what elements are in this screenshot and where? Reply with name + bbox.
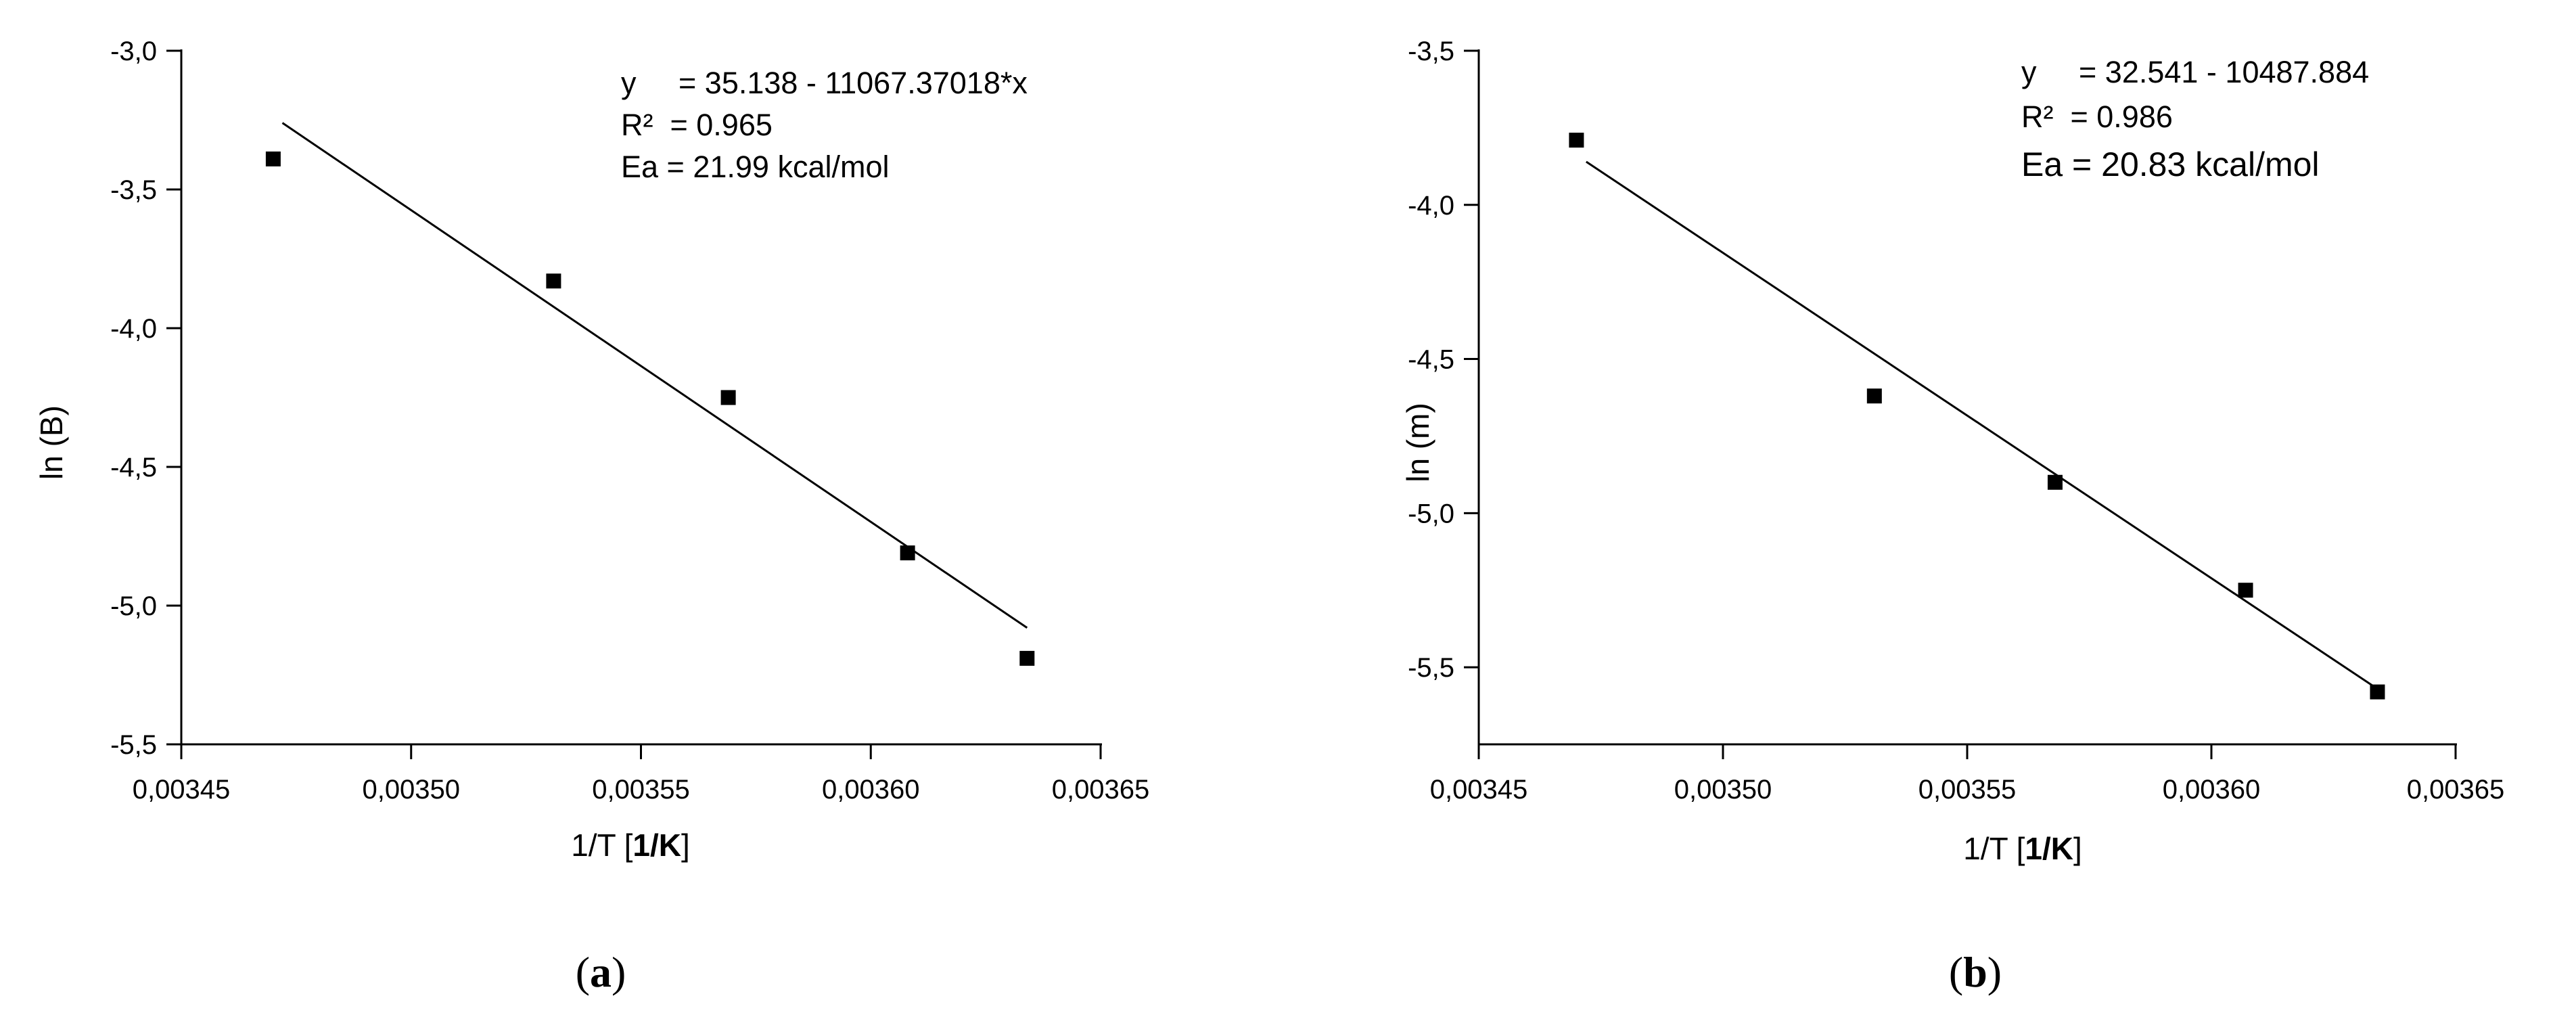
x-tick-label-a: 0,00360 xyxy=(822,775,920,805)
y-tick-label-b: -4,0 xyxy=(1408,191,1454,221)
y-axis-ticks-a: -3,0 -3,5 -4,0 -4,5 -5,0 -5,5 xyxy=(110,37,181,760)
panel-label-b: (b) xyxy=(1949,948,2002,996)
y-tick-label-a: -5,5 xyxy=(110,730,157,760)
y-tick-label-b: -3,5 xyxy=(1408,37,1454,66)
y-tick-label-b: -5,0 xyxy=(1408,499,1454,528)
data-point-a xyxy=(900,545,915,561)
x-tick-label-a: 0,00350 xyxy=(362,775,460,805)
y-tick-label-a: -3,5 xyxy=(110,175,157,205)
x-tick-label-b: 0,00345 xyxy=(1430,775,1528,805)
data-point-a xyxy=(265,151,281,166)
regression-line-b xyxy=(1586,160,2378,690)
x-tick-label-a: 0,00355 xyxy=(592,775,690,805)
y-axis-label-a: ln (B) xyxy=(34,405,69,480)
annotation-equation-a: y = 35.138 - 11067.37018*x xyxy=(621,66,1028,100)
annotation-r2-b: R² = 0.986 xyxy=(2021,99,2173,134)
data-point-b xyxy=(2047,474,2063,490)
x-axis-label-b: 1/T [1/K] xyxy=(1963,831,2082,866)
y-axis-ticks-b: -3,5 -4,0 -4,5 -5,0 -5,5 xyxy=(1408,37,1479,683)
data-points-b xyxy=(1569,133,2385,700)
annotation-r2-a: R² = 0.965 xyxy=(621,108,773,142)
annotation-equation-b: y = 32.541 - 10487.884 xyxy=(2021,55,2369,89)
x-axis-label-a: 1/T [1/K] xyxy=(571,828,690,863)
data-point-b xyxy=(1866,388,1882,404)
y-tick-label-a: -4,0 xyxy=(110,314,157,344)
chart-panel-b: 0,00345 0,00350 0,00355 0,00360 0,00365 -3,5… xyxy=(1400,37,2504,996)
x-tick-label-a: 0,00345 xyxy=(133,775,231,805)
y-tick-label-a: -5,0 xyxy=(110,591,157,621)
y-tick-label-b: -5,5 xyxy=(1408,653,1454,683)
x-axis-ticks-b: 0,00345 0,00350 0,00355 0,00360 0,00365 xyxy=(1430,744,2505,805)
annotation-ea-a: Ea = 21.99 kcal/mol xyxy=(621,150,889,184)
fit-line-a xyxy=(281,122,1028,629)
data-point-b xyxy=(1569,133,1584,148)
data-points-a xyxy=(265,151,1035,666)
panel-label-a: (a) xyxy=(576,948,626,996)
annotation-ea-b: Ea = 20.83 kcal/mol xyxy=(2021,145,2320,183)
x-tick-label-a: 0,00365 xyxy=(1052,775,1150,805)
y-axis-label-b: ln (m) xyxy=(1400,403,1435,482)
y-tick-label-b: -4,5 xyxy=(1408,345,1454,375)
x-tick-label-b: 0,00355 xyxy=(1918,775,2017,805)
x-tick-label-b: 0,00365 xyxy=(2407,775,2505,805)
y-tick-label-a: -4,5 xyxy=(110,453,157,482)
x-tick-label-b: 0,00350 xyxy=(1674,775,1772,805)
x-axis-ticks-a: 0,00345 0,00350 0,00355 0,00360 0,00365 xyxy=(133,744,1150,805)
regression-line-a xyxy=(281,122,1028,629)
fit-line-b xyxy=(1586,160,2378,690)
data-point-a xyxy=(546,273,561,289)
y-tick-label-a: -3,0 xyxy=(110,37,157,66)
chart-panel-a: 0,00345 0,00350 0,00355 0,00360 0,00365 -3,0… xyxy=(34,37,1149,996)
data-point-a xyxy=(1019,650,1035,666)
data-point-b xyxy=(2238,583,2253,598)
data-point-a xyxy=(720,390,736,405)
x-tick-label-b: 0,00360 xyxy=(2163,775,2261,805)
data-point-b xyxy=(2370,684,2385,700)
